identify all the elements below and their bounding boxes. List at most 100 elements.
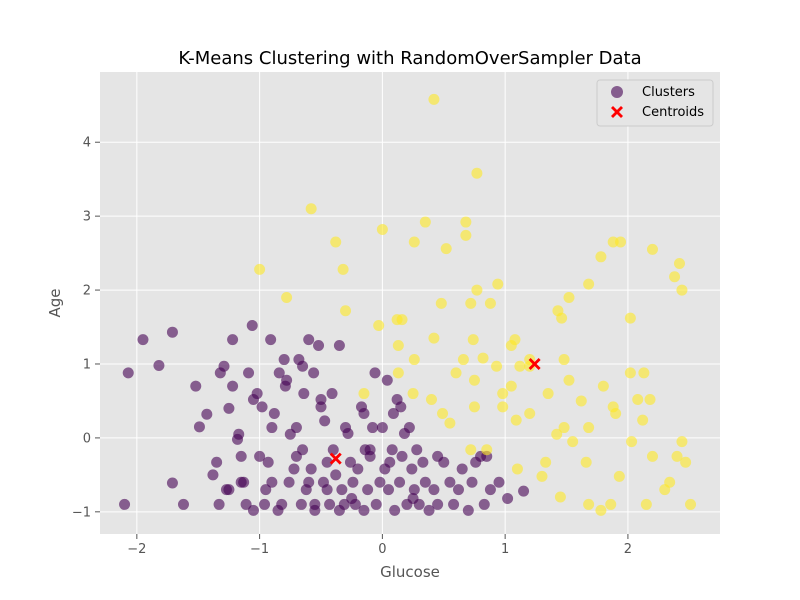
- cluster-1-point: [613, 470, 625, 482]
- cluster-0-point: [272, 504, 284, 516]
- cluster-1-point: [481, 444, 493, 456]
- cluster-0-point: [288, 463, 300, 475]
- y-axis-label: Age: [46, 288, 64, 317]
- cluster-0-point: [153, 359, 165, 371]
- cluster-0-point: [227, 380, 239, 392]
- cluster-0-point: [278, 354, 290, 366]
- cluster-0-point: [259, 498, 271, 510]
- cluster-1-point: [396, 314, 408, 326]
- cluster-1-point: [477, 352, 489, 364]
- cluster-0-point: [419, 476, 431, 488]
- cluster-1-point: [583, 498, 595, 510]
- cluster-0-point: [305, 463, 317, 475]
- legend-centroids-label: Centroids: [642, 105, 704, 120]
- cluster-1-point: [337, 263, 349, 275]
- cluster-1-point: [524, 408, 536, 420]
- y-tick-label: 1: [83, 357, 91, 372]
- cluster-0-point: [367, 422, 379, 434]
- cluster-1-point: [595, 504, 607, 516]
- axis-ticks: −2 −1 0 1 2 −1 0 1 2 3 4: [72, 136, 632, 557]
- cluster-0-point: [137, 334, 149, 346]
- cluster-0-point: [386, 444, 398, 456]
- legend-box: [596, 79, 714, 127]
- x-tick-label: 2: [624, 542, 632, 557]
- cluster-0-point: [254, 450, 266, 462]
- cluster-1-point: [376, 223, 388, 235]
- cluster-0-point: [444, 476, 456, 488]
- cluster-0-point: [432, 450, 444, 462]
- legend-centroids-marker: [611, 106, 623, 118]
- cluster-0-point: [340, 422, 352, 434]
- cluster-1-point: [580, 456, 592, 468]
- cluster-0-point: [308, 367, 320, 379]
- cluster-0-point: [273, 367, 285, 379]
- cluster-0-point: [283, 476, 295, 488]
- cluster-1-point: [428, 332, 440, 344]
- x-tick-label: 1: [501, 542, 509, 557]
- cluster-0-point: [223, 402, 235, 414]
- cluster-1-point: [664, 476, 676, 488]
- cluster-1-point: [558, 354, 570, 366]
- cluster-points: [119, 93, 697, 516]
- cluster-0-point: [201, 408, 213, 420]
- cluster-0-point: [213, 498, 225, 510]
- cluster-1-point: [392, 340, 404, 352]
- cluster-1-point: [556, 312, 568, 324]
- cluster-1-point: [624, 367, 636, 379]
- cluster-1-point: [536, 470, 548, 482]
- cluster-1-point: [254, 263, 266, 275]
- cluster-0-point: [265, 334, 277, 346]
- cluster-0-point: [407, 493, 419, 505]
- cluster-1-point: [540, 456, 552, 468]
- cluster-0-point: [266, 476, 278, 488]
- cluster-0-point: [347, 476, 359, 488]
- cluster-0-point: [240, 498, 252, 510]
- cluster-1-point: [685, 498, 697, 510]
- cluster-0-point: [518, 485, 530, 497]
- cluster-1-point: [305, 203, 317, 215]
- cluster-0-point: [389, 504, 401, 516]
- cluster-1-point: [597, 380, 609, 392]
- cluster-1-point: [505, 380, 517, 392]
- cluster-0-point: [408, 484, 420, 496]
- cluster-1-point: [407, 388, 419, 400]
- cluster-1-point: [575, 395, 587, 407]
- cluster-1-point: [637, 414, 649, 426]
- y-tick-label: 3: [83, 210, 91, 225]
- grid-lines: [100, 72, 720, 534]
- x-tick-label: 0: [378, 542, 386, 557]
- cluster-0-point: [346, 493, 358, 505]
- cluster-1-point: [640, 498, 652, 510]
- cluster-1-point: [644, 393, 656, 405]
- cluster-0-point: [321, 484, 333, 496]
- cluster-1-point: [551, 428, 563, 440]
- cluster-1-point: [542, 388, 554, 400]
- cluster-0-point: [235, 476, 247, 488]
- legend: Clusters Centroids: [596, 79, 714, 127]
- cluster-1-point: [468, 374, 480, 386]
- cluster-0-point: [466, 476, 478, 488]
- legend-clusters-label: Clusters: [642, 85, 695, 100]
- cluster-1-point: [583, 278, 595, 290]
- cluster-0-point: [452, 484, 464, 496]
- cluster-0-point: [166, 477, 178, 489]
- cluster-1-point: [510, 414, 522, 426]
- cluster-1-point: [558, 422, 570, 434]
- y-tick-label: 0: [83, 431, 91, 446]
- cluster-1-point: [563, 374, 575, 386]
- x-tick-label: −1: [250, 542, 269, 557]
- cluster-0-point: [297, 360, 309, 372]
- cluster-0-point: [381, 374, 393, 386]
- chart-title: K-Means Clustering with RandomOverSample…: [178, 48, 641, 69]
- cluster-0-point: [383, 484, 395, 496]
- cluster-1-point: [437, 408, 449, 420]
- cluster-0-point: [423, 504, 435, 516]
- cluster-0-point: [166, 326, 178, 338]
- y-tick-label: 2: [83, 284, 91, 299]
- cluster-0-point: [247, 504, 259, 516]
- cluster-0-point: [290, 422, 302, 434]
- cluster-1-point: [471, 284, 483, 296]
- cluster-0-point: [193, 421, 205, 433]
- cluster-1-point: [358, 388, 370, 400]
